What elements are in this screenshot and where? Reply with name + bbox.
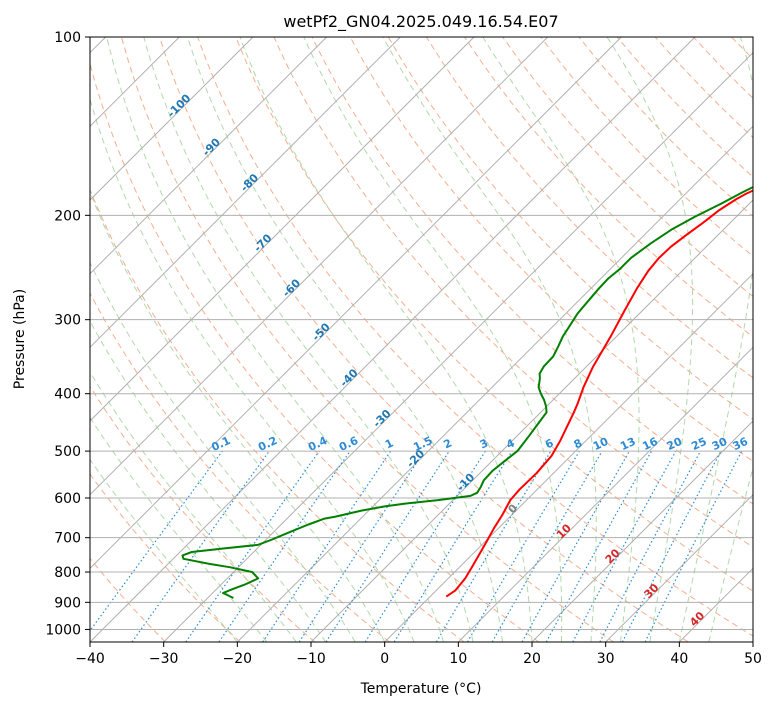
moist-adiabat (482, 37, 640, 642)
mixing-ratio-label: 25 (689, 435, 708, 453)
dry-adiabat (159, 37, 689, 642)
moist-adiabat (678, 37, 753, 642)
moist-adiabat (303, 37, 563, 642)
dry-adiabat (90, 385, 316, 642)
moist-adiabat (90, 370, 297, 642)
mixing-ratio-line (185, 450, 320, 642)
isotherm-line (384, 272, 753, 642)
y-tick-label: 300 (54, 313, 81, 329)
mixing-ratio-label: 13 (618, 435, 637, 453)
isotherm-line (90, 37, 401, 349)
plot-frame (89, 36, 754, 643)
dry-adiabat (273, 37, 753, 548)
mixing-ratio-line (644, 450, 743, 642)
isotherm-line (90, 37, 696, 642)
mixing-ratio-line (545, 450, 653, 642)
dry-adiabat (235, 37, 753, 592)
y-tick-label: 900 (54, 595, 81, 611)
isotherm-line (90, 37, 622, 570)
y-tick-label: 200 (54, 208, 81, 224)
mixing-ratio-line (572, 450, 677, 642)
x-axis-label: Temperature (°C) (360, 681, 482, 697)
profile-line-2 (181, 185, 753, 599)
dry-adiabat (502, 37, 753, 298)
dry-adiabat (425, 37, 753, 379)
x-tick-label: 20 (523, 651, 541, 667)
mixing-ratio-line (325, 450, 450, 642)
moist-adiabat (90, 261, 356, 642)
mixing-ratio-label: 16 (640, 435, 660, 453)
moist-adiabat (239, 37, 533, 642)
mixing-ratio-label: 30 (710, 435, 730, 453)
data-series (181, 185, 753, 599)
mixing-ratio-line (298, 450, 425, 642)
mixing-ratio-label: 10 (591, 435, 611, 453)
plot-area (90, 37, 753, 642)
moist-adiabat (90, 320, 327, 642)
isotherm-line (752, 641, 753, 642)
x-axis: −40 −30 −20 −10 0 10 20 30 40 50 (75, 642, 762, 667)
moist-adiabat (382, 37, 597, 642)
x-tick-label: 10 (449, 651, 467, 667)
x-tick-label: −40 (75, 651, 105, 667)
y-tick-label: 500 (54, 444, 81, 460)
mixing-ratio-line (218, 450, 351, 642)
moist-adiabat (90, 416, 268, 642)
mixing-ratio-line (90, 450, 223, 632)
mixing-ratio-line (262, 450, 392, 642)
y-tick-label: 1000 (45, 622, 81, 638)
dry-adiabat (464, 37, 753, 338)
isotherm-line (90, 37, 475, 422)
dry-adiabat (311, 37, 753, 505)
x-tick-label: −10 (296, 651, 326, 667)
dry-adiabat (387, 37, 753, 420)
moist-adiabat (708, 465, 753, 642)
moist-adiabat (606, 37, 694, 642)
profile-line-1 (445, 189, 753, 598)
mixing-ratio-line (131, 450, 270, 642)
mixing-ratio-label: 36 (731, 435, 751, 453)
dry-adiabat (90, 62, 540, 642)
isotherm-line (90, 37, 328, 275)
dry-adiabat (90, 188, 465, 642)
isotherm-line (310, 199, 753, 642)
mixing-ratio-line (521, 450, 631, 642)
dry-adiabat (770, 37, 775, 642)
moist-adiabat (187, 37, 503, 642)
y-tick-label: 600 (54, 491, 81, 507)
isotherm-line (163, 51, 753, 642)
y-tick-label: 400 (54, 387, 81, 403)
y-tick-label: 800 (54, 565, 81, 581)
y-axis: 100 200 300 400 500 600 700 800 900 1000 (45, 30, 90, 638)
y-axis-label: Pressure (hPa) (12, 289, 28, 389)
moist-adiabat (90, 458, 238, 642)
dry-adiabat (120, 37, 614, 642)
mixing-ratio-line (393, 450, 513, 642)
isotherm-line (236, 125, 753, 642)
moist-adiabat (90, 190, 386, 642)
background-lines (90, 37, 775, 642)
x-tick-label: 30 (597, 651, 615, 667)
x-tick-label: 0 (380, 651, 389, 667)
y-tick-label: 100 (54, 30, 81, 46)
x-tick-label: 50 (744, 651, 762, 667)
x-tick-label: −20 (223, 651, 253, 667)
dry-adiabat (90, 292, 390, 642)
moist-adiabat (143, 37, 474, 642)
x-tick-label: 40 (670, 651, 688, 667)
dry-adiabat (349, 37, 753, 462)
chart-title: wetPf2_GN04.2025.049.16.54.E07 (283, 12, 558, 32)
isotherm-line (531, 420, 753, 642)
dry-adiabat (90, 473, 241, 642)
isotherm-line (457, 346, 753, 642)
isotherm-line (90, 37, 254, 201)
y-tick-label: 700 (54, 531, 81, 547)
isotherm-line (605, 493, 753, 642)
moist-adiabat (106, 37, 445, 642)
x-tick-label: −30 (149, 651, 179, 667)
mixing-ratio-label: 20 (665, 435, 685, 453)
isotherm-line (90, 37, 549, 496)
